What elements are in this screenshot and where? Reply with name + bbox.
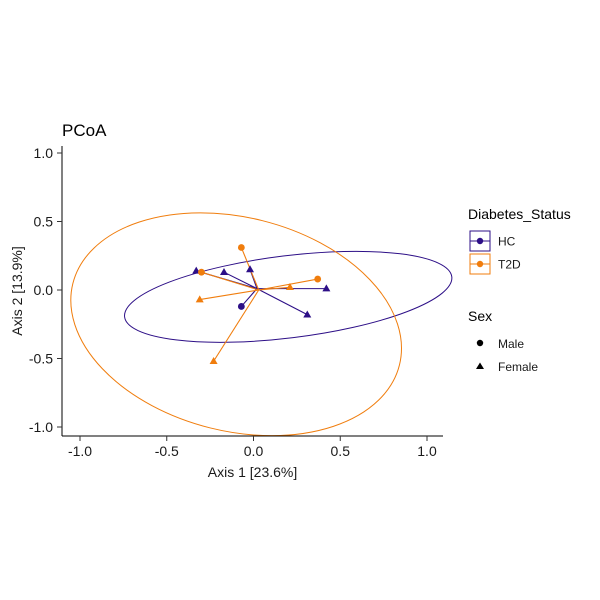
legend-item-hc: HC <box>469 230 516 252</box>
legend-label-female: Female <box>498 360 538 374</box>
legend-sex: Sex Male Female <box>468 308 538 374</box>
legend-label-hc: HC <box>498 235 516 249</box>
point-hc-3 <box>246 265 255 273</box>
x-tick-label: 1.0 <box>417 443 437 459</box>
y-tick-label: 1.0 <box>34 145 54 161</box>
y-tick-label: -0.5 <box>29 351 53 367</box>
ellipse-hc <box>124 250 453 343</box>
x-tick-label: -0.5 <box>155 443 179 459</box>
point-t2d-1 <box>237 244 245 251</box>
chart-title: PCoA <box>62 121 107 140</box>
plot-area <box>70 212 453 437</box>
legend-item-t2d: T2D <box>469 253 521 275</box>
spoke-t2d-6 <box>213 289 260 362</box>
spoke-t2d-5 <box>258 286 290 291</box>
point-t2d-2 <box>198 268 205 276</box>
legend-key-hc-point <box>476 237 484 245</box>
point-hc-2 <box>220 267 229 275</box>
x-axis-title: Axis 1 [23.6%] <box>208 464 298 480</box>
y-tick-label: -1.0 <box>29 419 53 435</box>
point-t2d-5 <box>285 283 294 291</box>
spoke-hc-5 <box>256 288 308 316</box>
confidence-ellipses <box>70 212 453 437</box>
x-axis-ticks: -1.0 -0.5 0.0 0.5 1.0 <box>68 436 437 459</box>
legend-label-male: Male <box>498 337 524 351</box>
data-points <box>192 244 331 365</box>
point-t2d-6 <box>209 357 218 365</box>
y-axis-title: Axis 2 [13.9%] <box>9 246 25 336</box>
spoke-t2d-2 <box>201 271 259 291</box>
legend-item-female: Female <box>476 360 538 374</box>
centroid-spokes <box>196 247 327 362</box>
spoke-t2d-3 <box>258 278 318 291</box>
x-tick-label: -1.0 <box>68 443 92 459</box>
x-tick-label: 0.0 <box>244 443 264 459</box>
spoke-hc-2 <box>223 271 258 290</box>
y-tick-label: 0.0 <box>34 282 54 298</box>
point-t2d-3 <box>314 275 322 283</box>
y-axis-ticks: -1.0 -0.5 0.0 0.5 1.0 <box>29 145 62 435</box>
spoke-t2d-4 <box>199 289 259 301</box>
point-hc-4 <box>237 303 245 310</box>
legend-key-female-triangle <box>476 362 484 369</box>
legend-title-sex: Sex <box>468 308 492 324</box>
point-t2d-4 <box>195 295 204 303</box>
point-hc-6 <box>322 284 331 292</box>
legend-key-t2d-point <box>476 260 484 268</box>
legend-label-t2d: T2D <box>498 258 521 272</box>
y-tick-label: 0.5 <box>34 214 54 230</box>
spoke-hc-4 <box>240 288 258 307</box>
point-hc-5 <box>303 310 312 318</box>
x-tick-label: 0.5 <box>331 443 351 459</box>
ellipse-t2d <box>70 212 402 437</box>
legend-diabetes-status: Diabetes_Status HC T2D <box>468 206 571 275</box>
legend-title-diabetes-status: Diabetes_Status <box>468 206 571 222</box>
legend-item-male: Male <box>476 337 524 351</box>
legend-key-male-circle <box>476 339 484 347</box>
